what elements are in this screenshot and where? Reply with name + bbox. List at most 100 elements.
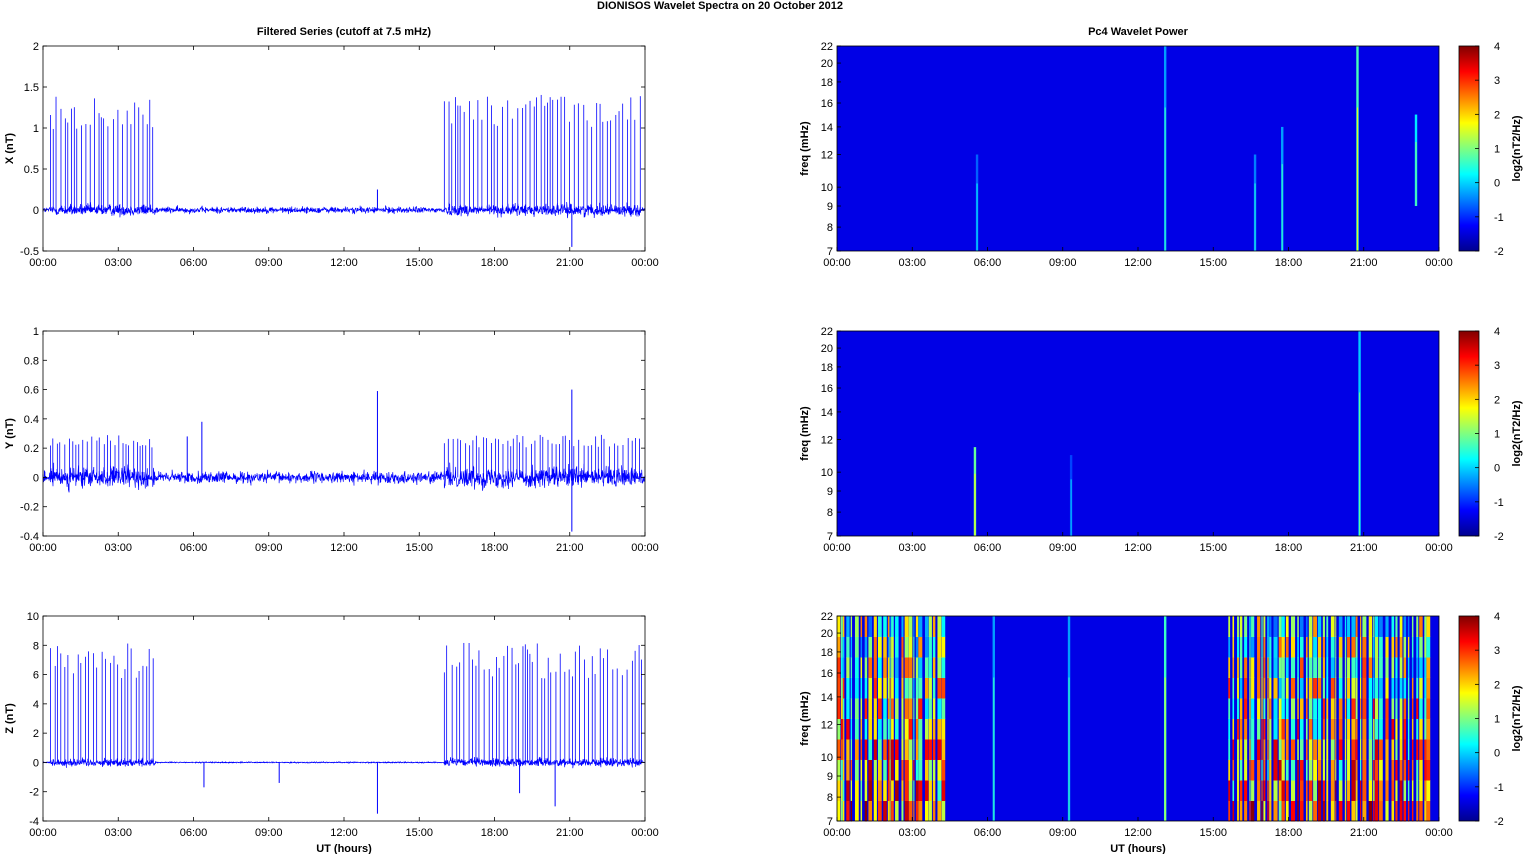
active-cell-0-26-8: [941, 636, 946, 658]
active-cell-1-29-0: [1347, 800, 1350, 822]
active-cell-1-27-2: [1338, 759, 1343, 781]
y-tick-label: 14: [821, 122, 833, 134]
active-cell-0-2-0: [842, 800, 845, 822]
active-cell-1-41-6: [1399, 677, 1403, 699]
active-cell-1-25-3: [1330, 739, 1335, 760]
active-cell-1-19-4: [1305, 718, 1308, 740]
active-cell-1-4-5: [1244, 698, 1248, 719]
active-cell-1-9-0: [1263, 800, 1266, 822]
colorbar-tick-label: 4: [1494, 41, 1500, 53]
y-tick-label: 18: [821, 77, 833, 89]
active-cell-0-10-6: [877, 677, 882, 699]
active-cell-1-39-2: [1391, 759, 1395, 781]
active-cell-1-47-9: [1424, 616, 1427, 637]
active-cell-1-26-4: [1335, 718, 1337, 740]
active-cell-1-40-4: [1395, 718, 1398, 740]
active-cell-0-11-7: [883, 657, 887, 678]
active-cell-0-10-1: [877, 780, 882, 801]
active-cell-1-1-2: [1232, 759, 1235, 781]
active-cell-0-8-5: [868, 698, 873, 719]
active-cell-0-22-8: [924, 636, 929, 658]
active-cell-1-47-8: [1424, 636, 1427, 658]
active-cell-1-46-4: [1419, 718, 1423, 740]
heatmap-background: [837, 616, 1439, 821]
active-cell-1-3-2: [1239, 759, 1243, 781]
active-cell-1-0-3: [1228, 739, 1231, 760]
active-cell-1-25-5: [1330, 698, 1335, 719]
active-cell-1-36-1: [1375, 780, 1379, 801]
active-cell-1-27-5: [1338, 698, 1343, 719]
active-cell-0-0-2: [837, 759, 841, 781]
x-axis-label: UT (hours): [1110, 843, 1166, 854]
active-cell-1-30-0: [1351, 800, 1356, 822]
active-cell-0-15-3: [895, 739, 899, 760]
active-cell-1-46-7: [1419, 657, 1423, 678]
active-cell-0-16-7: [901, 657, 904, 678]
active-cell-1-38-5: [1385, 698, 1389, 719]
active-cell-1-10-8: [1267, 636, 1269, 658]
active-cell-0-21-1: [918, 780, 923, 801]
line-panel-1: -0.4 -0.2 0 0.2 0.4 0.6 0.8 1 Y (nT) 00:00 03:00 06…: [4, 326, 659, 554]
x-tick-label: 09:00: [1049, 827, 1077, 839]
active-cell-1-15-4: [1285, 718, 1289, 740]
active-cell-1-8-9: [1261, 616, 1263, 637]
active-cell-0-9-8: [873, 636, 877, 658]
active-cell-0-19-0: [913, 800, 915, 822]
active-cell-1-40-7: [1395, 657, 1398, 678]
colorbar-tick-label: -1: [1494, 782, 1504, 794]
active-cell-1-18-7: [1300, 657, 1304, 678]
active-cell-0-15-7: [895, 657, 899, 678]
active-cell-0-24-4: [932, 718, 936, 740]
active-cell-1-6-0: [1251, 800, 1255, 822]
y-tick-label: 14: [821, 407, 833, 419]
active-cell-1-8-6: [1261, 677, 1263, 699]
panel-title: Filtered Series (cutoff at 7.5 mHz): [257, 26, 432, 38]
active-cell-1-16-1: [1290, 780, 1296, 801]
y-tick-label: 9: [827, 486, 833, 498]
active-cell-0-15-8: [895, 636, 899, 658]
active-cell-1-32-0: [1359, 800, 1362, 822]
active-cell-1-21-9: [1313, 616, 1317, 637]
active-cell-0-23-0: [928, 800, 932, 822]
active-cell-1-26-6: [1335, 677, 1337, 699]
y-tick-label: 22: [821, 326, 833, 338]
active-cell-1-17-4: [1297, 718, 1299, 740]
active-cell-0-26-1: [941, 780, 946, 801]
active-cell-1-5-3: [1249, 739, 1251, 760]
active-cell-0-10-2: [877, 759, 882, 781]
active-cell-1-44-1: [1411, 780, 1414, 801]
active-cell-0-11-6: [883, 677, 887, 699]
active-cell-1-9-6: [1263, 677, 1266, 699]
active-cell-1-46-9: [1419, 616, 1423, 637]
active-cell-0-14-7: [891, 657, 894, 678]
active-cell-0-20-7: [915, 657, 919, 678]
active-cell-1-39-0: [1391, 800, 1395, 822]
x-tick-label: 18:00: [481, 257, 509, 269]
active-cell-1-7-1: [1257, 780, 1261, 801]
active-cell-1-13-8: [1278, 636, 1282, 658]
active-cell-1-41-1: [1399, 780, 1403, 801]
active-cell-0-2-6: [842, 677, 845, 699]
active-cell-0-13-1: [889, 780, 891, 801]
x-tick-label: 15:00: [405, 827, 433, 839]
active-cell-0-19-2: [913, 759, 915, 781]
y-tick-label: 4: [33, 699, 39, 711]
active-cell-1-38-1: [1385, 780, 1389, 801]
active-cell-0-1-3: [841, 739, 843, 760]
active-cell-0-6-5: [860, 698, 863, 719]
active-cell-1-20-2: [1308, 759, 1313, 781]
active-cell-0-2-4: [842, 718, 845, 740]
active-cell-1-43-7: [1407, 657, 1410, 678]
active-cell-0-3-1: [846, 780, 850, 801]
active-cell-1-15-6: [1285, 677, 1289, 699]
panels: Filtered Series (cutoff at 7.5 mHz)-0.50…: [4, 26, 1523, 854]
active-cell-0-18-2: [908, 759, 913, 781]
x-tick-label: 06:00: [974, 542, 1002, 554]
active-cell-1-8-4: [1261, 718, 1263, 740]
active-cell-1-47-0: [1424, 800, 1427, 822]
active-cell-0-10-0: [877, 800, 882, 822]
active-cell-0-23-7: [928, 657, 932, 678]
active-cell-1-36-5: [1375, 698, 1379, 719]
x-tick-label: 09:00: [255, 827, 283, 839]
active-cell-1-10-3: [1267, 739, 1269, 760]
